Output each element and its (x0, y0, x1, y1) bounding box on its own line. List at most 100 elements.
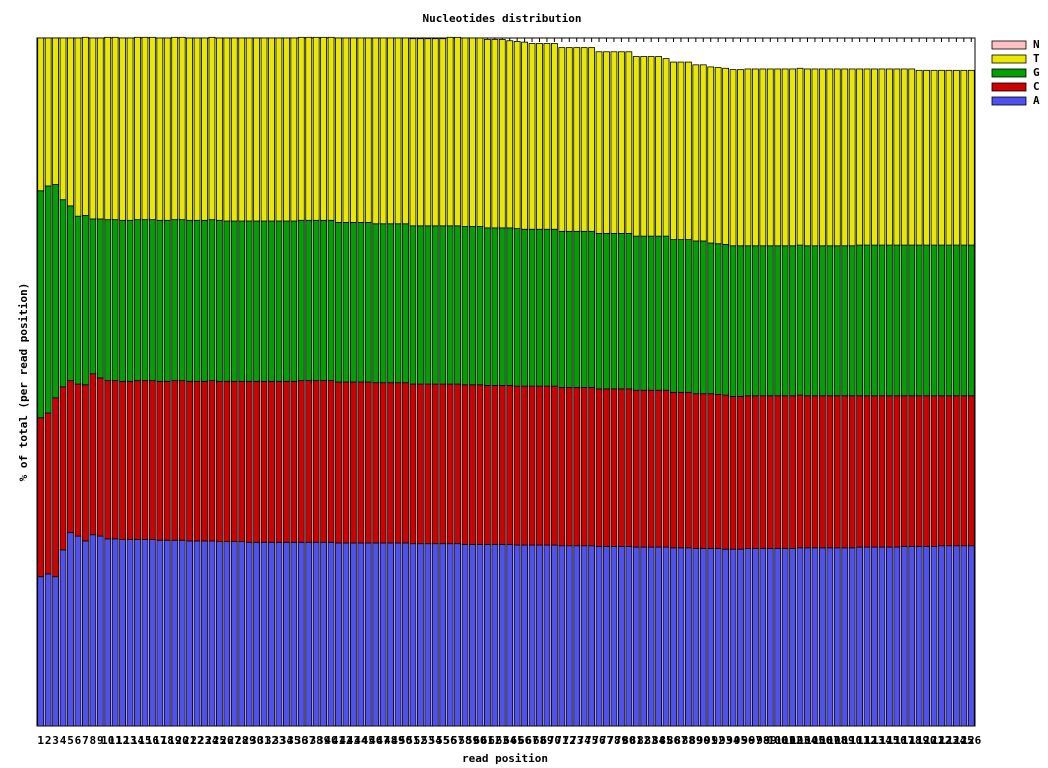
x-tick-label: 9 (97, 734, 104, 747)
bar-segment (714, 243, 722, 395)
bar-segment (900, 68, 908, 246)
bar-segment (536, 228, 543, 387)
x-tick-label: 25 (213, 734, 226, 747)
bar-segment (714, 548, 722, 727)
bar-segment (714, 393, 722, 549)
bar-segment (595, 546, 603, 727)
bar-segment (915, 69, 923, 246)
bar-segment (268, 541, 275, 727)
bar-segment (491, 385, 499, 545)
bar-segment (223, 37, 231, 222)
bar-segment (89, 37, 97, 220)
bar-segment (603, 51, 610, 234)
bar-segment (409, 383, 417, 545)
x-tick-label: 8 (90, 734, 97, 747)
bar-segment (774, 548, 782, 727)
bar-segment (327, 541, 335, 727)
x-tick-label: 24 (205, 734, 219, 747)
bar-segment (223, 380, 231, 543)
bar-segment (952, 69, 960, 246)
bar-segment (871, 68, 878, 246)
bar-segment (498, 385, 506, 545)
y-axis-label: % of total (per read position) (17, 283, 30, 482)
bar-segment (74, 215, 82, 385)
bar-segment (357, 381, 365, 544)
bar-segment (729, 69, 737, 247)
bar-segment (938, 395, 945, 547)
bar-segment (707, 242, 715, 395)
bar-segment (632, 56, 640, 237)
bar-segment (483, 385, 491, 545)
bar-segment (89, 373, 97, 536)
bar-segment (245, 541, 253, 727)
x-tick-label: 19 (168, 734, 181, 747)
bar-segment (684, 391, 692, 549)
bar-segment (647, 56, 655, 237)
x-tick-label: 106 (812, 734, 832, 747)
bar-segment (74, 383, 82, 537)
bar-segment (640, 389, 648, 548)
bar-segment (134, 380, 141, 540)
bar-segment (372, 382, 380, 544)
bar-segment (439, 225, 447, 385)
bar-segment (893, 68, 901, 246)
bar-segment (416, 383, 424, 545)
x-tick-label: 65 (511, 734, 524, 747)
x-tick-label: 66 (518, 734, 532, 747)
bar-segment (789, 395, 797, 549)
x-tick-label: 34 (280, 734, 294, 747)
x-tick-label: 114 (872, 734, 892, 747)
bar-segment (550, 544, 558, 727)
plot-frame (36, 37, 976, 727)
bar-segment (402, 223, 409, 384)
bar-segment (595, 388, 603, 547)
bar-segment (119, 219, 127, 382)
bar-segment (253, 37, 261, 222)
bar-segment (573, 387, 581, 547)
x-tick-label: 42 (339, 734, 352, 747)
x-tick-label: 76 (592, 734, 606, 747)
bar-segment (260, 220, 268, 382)
bar-segment (573, 545, 581, 727)
bar-segment (796, 244, 804, 396)
x-tick-label: 103 (790, 734, 810, 747)
bar-segment (96, 535, 104, 727)
x-tick-label: 6 (75, 734, 82, 747)
bar-segment (640, 235, 648, 391)
bar-segment (848, 68, 856, 247)
legend-label: N (1033, 38, 1040, 51)
bar-segment (379, 223, 387, 384)
bar-segment (655, 56, 663, 237)
bar-segment (856, 546, 864, 727)
bar-segment (402, 542, 409, 727)
x-tick-label: 93 (719, 734, 732, 747)
bar-segment (461, 226, 469, 386)
x-tick-label: 120 (917, 734, 937, 747)
bar-segment (617, 51, 625, 234)
bar-segment (878, 546, 886, 727)
bar-segment (640, 546, 648, 727)
bar-segment (245, 37, 253, 222)
bar-segment (789, 68, 797, 247)
bar-segment (521, 41, 529, 230)
bar-segment (104, 380, 112, 540)
bar-segment (826, 245, 834, 397)
bar-segment (431, 38, 439, 227)
bar-segment (662, 389, 670, 548)
bar-segment (818, 395, 826, 549)
x-tick-label: 38 (310, 734, 323, 747)
bar-segment (491, 38, 499, 229)
bar-segment (320, 380, 328, 543)
x-tick-label: 107 (820, 734, 840, 747)
bar-segment (141, 219, 149, 382)
bar-segment (662, 546, 670, 727)
bar-segment (469, 37, 476, 227)
bar-segment (193, 380, 201, 542)
bar-segment (558, 545, 566, 727)
bar-segment (446, 36, 454, 227)
bar-segment (952, 545, 960, 727)
bar-segment (491, 543, 499, 727)
bar-segment (692, 64, 700, 242)
bar-segment (364, 381, 372, 544)
bar-segment (349, 381, 357, 544)
